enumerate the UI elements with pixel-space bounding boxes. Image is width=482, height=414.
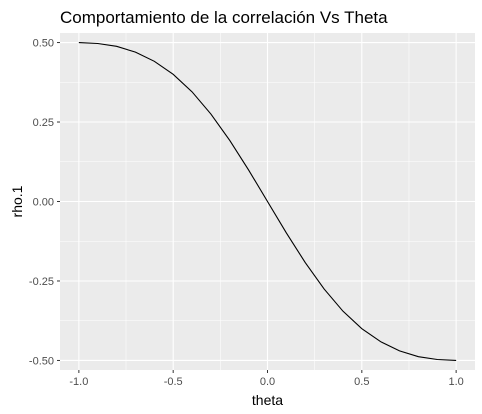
y-tick-label: 0.50 (33, 38, 54, 50)
y-axis-ticks: -0.50 -0.25 0.00 0.25 0.50 (29, 38, 60, 367)
series-layer (78, 41, 457, 362)
x-tick-label: 1.0 (448, 376, 463, 388)
y-tick-label: -0.25 (29, 276, 54, 288)
x-tick-label: 0.0 (260, 376, 275, 388)
series-line (78, 41, 457, 362)
x-tick-label: -1.0 (69, 376, 88, 388)
y-axis-title: rho.1 (9, 185, 25, 217)
y-tick-label: 0.25 (33, 117, 54, 129)
x-tick-label: -0.5 (164, 376, 183, 388)
x-tick-label: 0.5 (354, 376, 369, 388)
x-axis-title: theta (252, 392, 283, 408)
y-tick-label: -0.50 (29, 355, 54, 367)
y-tick-label: 0.00 (33, 197, 54, 209)
chart-title: Comportamiento de la correlación Vs Thet… (60, 8, 388, 27)
x-axis-ticks: -1.0 -0.5 0.0 0.5 1.0 (69, 370, 464, 388)
